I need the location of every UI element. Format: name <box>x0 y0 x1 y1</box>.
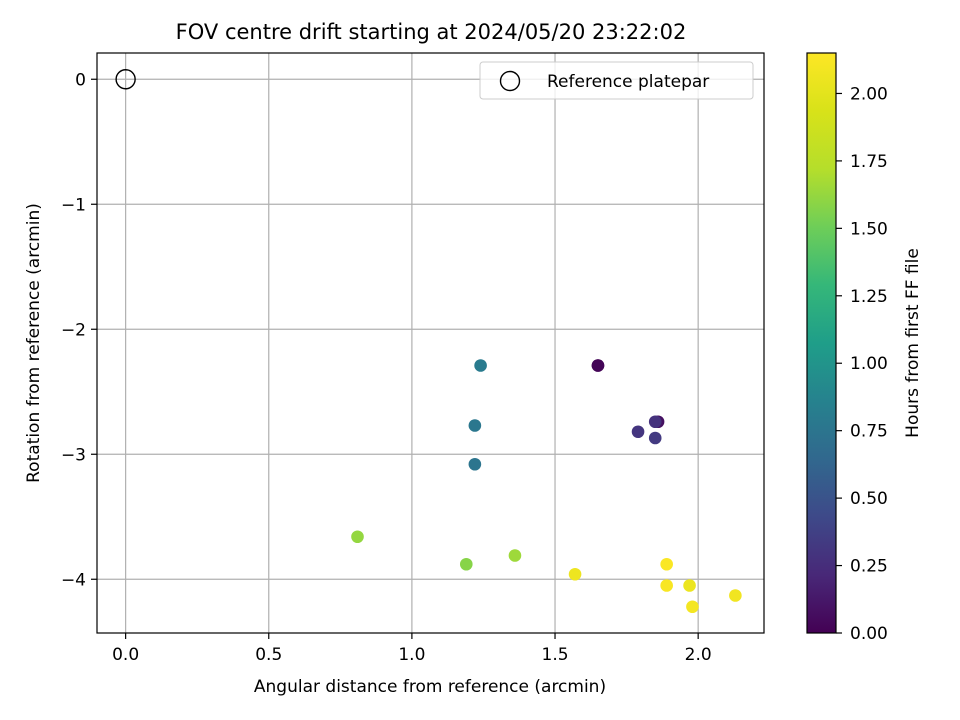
colorbar-tick-label: 0.00 <box>850 624 888 644</box>
plot-frame <box>96 52 765 634</box>
data-point <box>686 600 699 614</box>
colorbar-tick-label: 0.50 <box>850 489 888 509</box>
legend-marker-icon <box>499 70 521 92</box>
data-point <box>648 431 662 445</box>
reference-marker <box>115 69 136 90</box>
plot-area <box>97 53 764 633</box>
data-point <box>468 457 482 471</box>
chart-title: FOV centre drift starting at 2024/05/20 … <box>176 20 687 44</box>
y-tick-label: −1 <box>61 195 86 215</box>
colorbar-tick-label: 1.75 <box>850 152 888 172</box>
reference-point <box>115 69 136 90</box>
colorbar-tick-label: 1.50 <box>850 219 888 239</box>
y-axis-ticks: 0 −1 −2 −3 −4 <box>61 70 97 590</box>
y-axis-label: Rotation from reference (arcmin) <box>24 203 44 483</box>
colorbar-label: Hours from first FF file <box>903 248 923 438</box>
y-tick-label: 0 <box>75 70 86 90</box>
x-tick-label: 1.0 <box>398 645 425 665</box>
x-tick-label: 0.0 <box>112 645 139 665</box>
y-tick-label: −4 <box>61 570 86 590</box>
legend: Reference platepar <box>479 61 754 100</box>
colorbar-ticks: 0.00 0.25 0.50 0.75 1.00 1.25 1.50 1.75 2.00 <box>836 84 888 644</box>
colorbar-frame <box>806 52 837 634</box>
y-tick-label: −3 <box>61 445 86 465</box>
legend-box <box>479 61 754 100</box>
data-point <box>648 415 662 429</box>
data-point <box>508 549 522 562</box>
data-point <box>729 589 742 602</box>
colorbar-tick-label: 1.25 <box>850 287 888 307</box>
colorbar-tick-label: 0.75 <box>850 422 888 442</box>
colorbar-tick-label: 1.00 <box>850 354 888 374</box>
x-axis-label: Angular distance from reference (arcmin) <box>254 677 606 697</box>
grid-lines <box>97 53 764 633</box>
data-point <box>683 579 696 592</box>
data-point <box>660 579 673 592</box>
y-tick-label: −2 <box>61 320 86 340</box>
x-tick-label: 1.5 <box>542 645 569 665</box>
data-point <box>459 557 473 571</box>
data-point <box>631 425 645 439</box>
x-tick-label: 2.0 <box>685 645 712 665</box>
data-point <box>660 557 673 571</box>
data-point <box>591 359 605 372</box>
colorbar <box>807 53 836 633</box>
colorbar-tick-label: 0.25 <box>850 557 888 577</box>
legend-label: Reference platepar <box>547 72 709 92</box>
data-point <box>568 567 582 581</box>
data-point <box>474 359 487 372</box>
data-points <box>351 359 742 614</box>
x-axis-ticks: 0.0 0.5 1.0 1.5 2.0 <box>112 633 712 665</box>
colorbar-tick-label: 2.00 <box>850 84 888 104</box>
data-point <box>468 419 482 432</box>
x-tick-label: 0.5 <box>255 645 282 665</box>
data-point <box>351 530 364 544</box>
